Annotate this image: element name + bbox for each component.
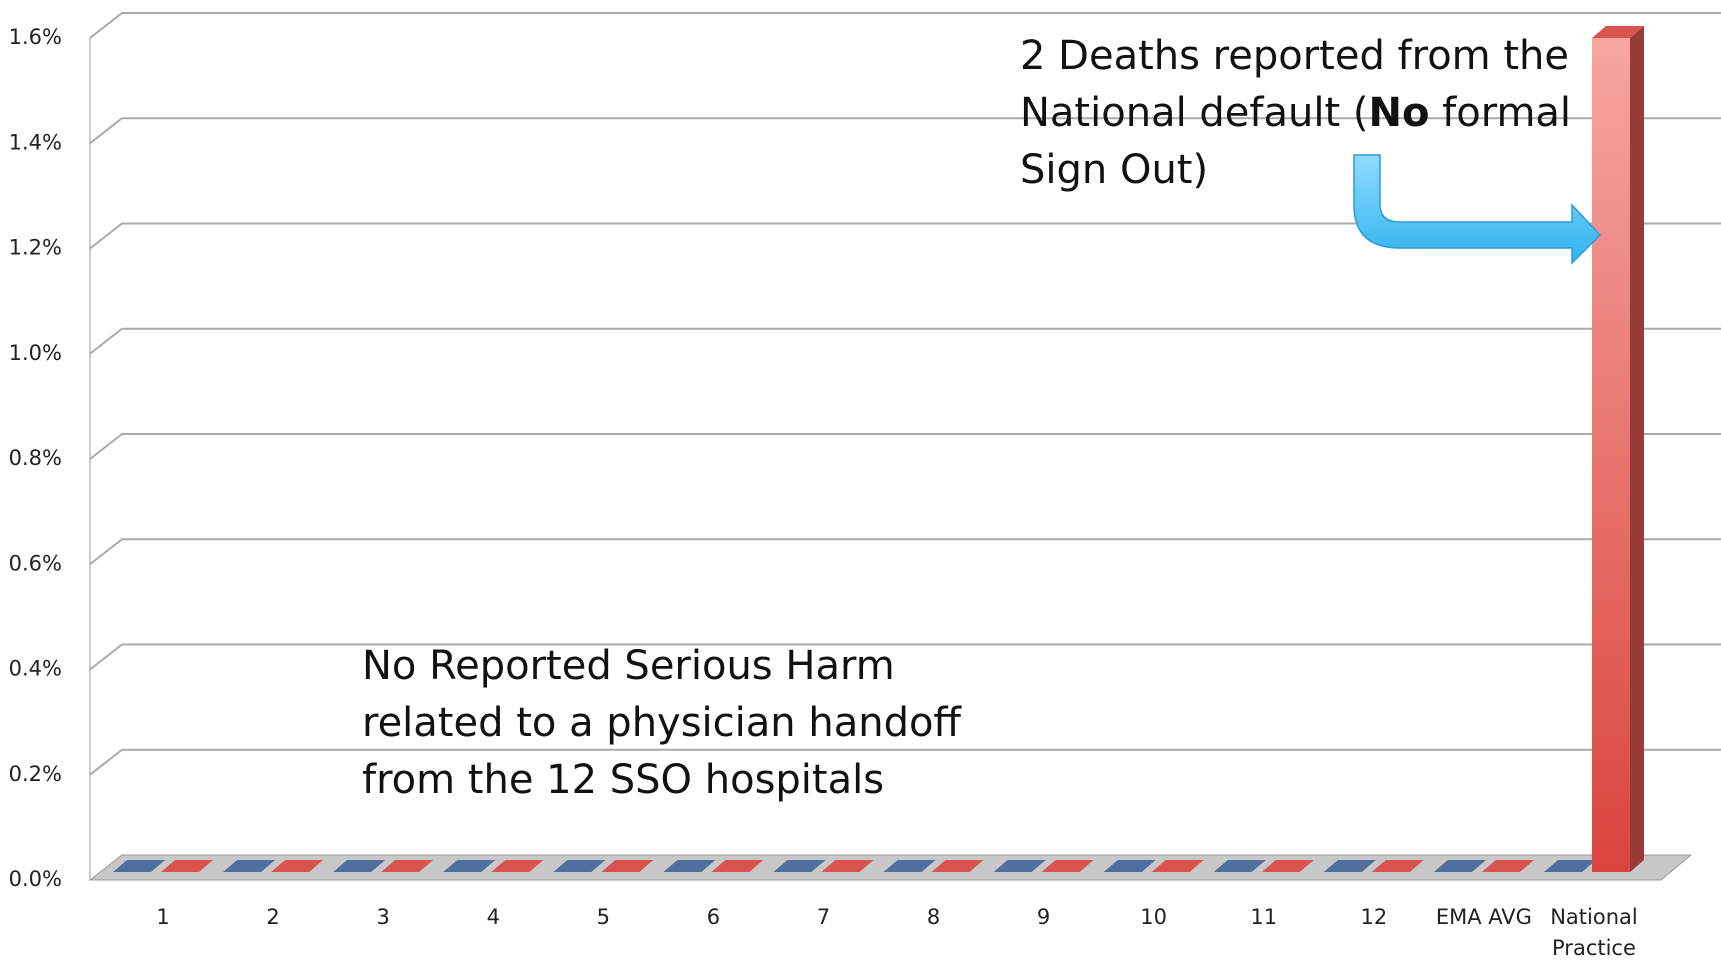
bar-top: [1213, 860, 1266, 872]
bar: [883, 860, 936, 872]
bar: [271, 860, 324, 872]
y-tick-label: 0.6%: [9, 551, 62, 575]
bar-top: [821, 860, 874, 872]
bar: [1543, 860, 1596, 872]
x-tick-label: National Practice: [1550, 905, 1638, 960]
bar: [711, 860, 764, 872]
bar-top: [1371, 860, 1424, 872]
grid-line: [89, 12, 1721, 39]
bar-top: [1103, 860, 1156, 872]
grid-line: [89, 433, 1721, 460]
bar-top: [663, 860, 716, 872]
x-tick-label: 2: [266, 905, 279, 929]
bar-top: [381, 860, 434, 872]
bar-top: [1543, 860, 1596, 872]
bar: [113, 860, 166, 872]
y-tick-label: 0.0%: [9, 867, 62, 891]
bar: [1151, 860, 1204, 872]
bar: [333, 860, 386, 872]
grid-line: [89, 643, 1721, 671]
x-tick-label: 10: [1140, 905, 1167, 929]
bar: [1433, 860, 1486, 872]
bar-top: [773, 860, 826, 872]
x-tick-label: 12: [1360, 905, 1387, 929]
bar-top: [553, 860, 606, 872]
bar: [931, 860, 984, 872]
bar-top: [161, 860, 214, 872]
y-tick-label: 1.2%: [9, 236, 62, 260]
y-tick-label: 1.6%: [9, 25, 62, 49]
bar-top: [1433, 860, 1486, 872]
bar: [1213, 860, 1266, 872]
bar: [161, 860, 214, 872]
bar-top: [931, 860, 984, 872]
bar: [1261, 860, 1314, 872]
bar: [381, 860, 434, 872]
x-tick-label: 1: [156, 905, 169, 929]
bar-top: [491, 860, 544, 872]
bar-top: [711, 860, 764, 872]
bar-side: [1629, 26, 1644, 872]
grid-line: [89, 748, 1721, 776]
bar: [443, 860, 496, 872]
bar-top: [223, 860, 276, 872]
x-tick-label: 7: [817, 905, 830, 929]
bar: [773, 860, 826, 872]
bar-top: [883, 860, 936, 872]
grid-line: [89, 117, 1721, 145]
x-tick-label: 5: [597, 905, 610, 929]
y-tick-label: 1.4%: [9, 130, 62, 154]
bar: [1323, 860, 1376, 872]
bar: [1371, 860, 1424, 872]
bar: [1481, 860, 1534, 872]
bar: [821, 860, 874, 872]
x-tick-label: 9: [1037, 905, 1050, 929]
grid-line: [89, 222, 1721, 250]
x-tick-label: 3: [376, 905, 389, 929]
x-tick-label: 11: [1250, 905, 1277, 929]
arrow: [1353, 154, 1602, 265]
bar-top: [1151, 860, 1204, 872]
bar-top: [1041, 860, 1094, 872]
bar: [1591, 26, 1644, 872]
grid-line: [89, 538, 1721, 566]
bar-top: [271, 860, 324, 872]
x-tick-label: 4: [487, 905, 500, 929]
annotation-bold: No: [1368, 90, 1430, 136]
bar: [1041, 860, 1094, 872]
annotation-text: No Reported Serious Harm related to a ph…: [362, 643, 961, 803]
annotation: No Reported Serious Harm related to a ph…: [362, 638, 1002, 809]
bar-top: [1481, 860, 1534, 872]
bar-top: [333, 860, 386, 872]
bar: [663, 860, 716, 872]
bar: [223, 860, 276, 872]
y-tick-label: 1.0%: [9, 341, 62, 365]
plot: 0.0%0.2%0.4%0.6%0.8%1.0%1.2%1.4%1.6%1 2 3 4…: [9, 12, 1721, 960]
annotation-text: 2 Deaths reported from the National defa…: [1020, 33, 1570, 136]
bar-top: [113, 860, 166, 872]
bar-top: [443, 860, 496, 872]
bar: [1103, 860, 1156, 872]
bar: [491, 860, 544, 872]
grid-line: [89, 327, 1721, 355]
bar-top: [1261, 860, 1314, 872]
bar-front: [1591, 38, 1630, 872]
bar: [601, 860, 654, 872]
y-tick-label: 0.4%: [9, 657, 62, 681]
bar: [553, 860, 606, 872]
bar-top: [601, 860, 654, 872]
x-tick-label: 8: [927, 905, 940, 929]
bar: [993, 860, 1046, 872]
x-tick-label: EMA AVG: [1436, 905, 1532, 929]
bar-top: [1591, 26, 1644, 38]
annotation-text: formal Sign Out): [1020, 90, 1572, 193]
annotation: 2 Deaths reported from the National defa…: [1020, 28, 1640, 199]
x-tick-label: 6: [707, 905, 720, 929]
bar-top: [993, 860, 1046, 872]
bar-top: [1323, 860, 1376, 872]
y-tick-label: 0.8%: [9, 446, 62, 470]
y-tick-label: 0.2%: [9, 762, 62, 786]
